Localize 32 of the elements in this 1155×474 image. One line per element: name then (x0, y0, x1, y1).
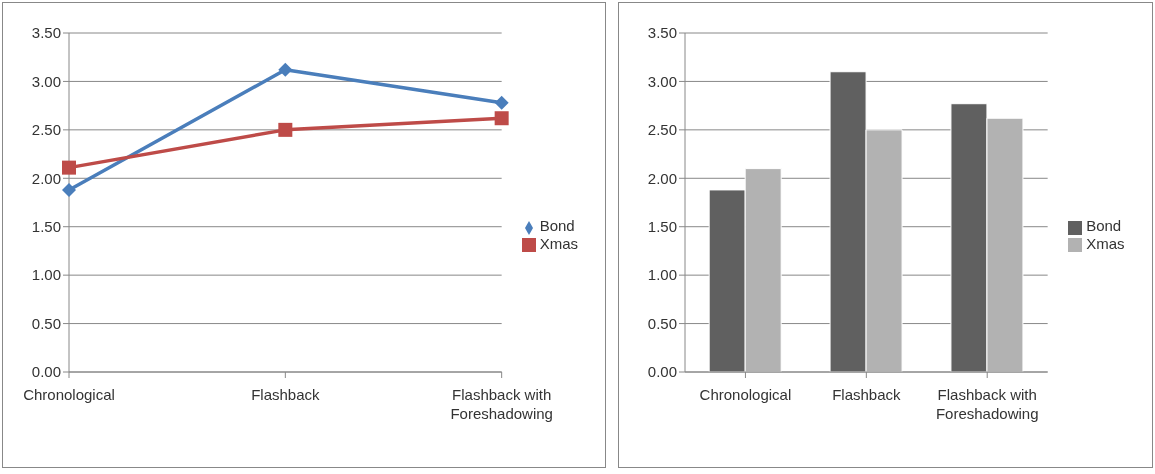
x-tick-label: Flashback (832, 386, 902, 403)
x-tick-label: Flashback with Foreshadowing (936, 386, 1039, 422)
y-tick-label: 2.50 (648, 121, 678, 139)
y-tick-label: 2.00 (31, 169, 61, 187)
y-tick-label: 2.50 (31, 121, 61, 139)
y-tick-label: 1.50 (31, 218, 61, 236)
y-tick-label: 1.50 (648, 218, 678, 236)
legend-label: Xmas (539, 234, 578, 252)
y-tick-label: 1.00 (31, 266, 61, 284)
y-tick-label: 0.50 (31, 314, 61, 332)
y-tick-label: 3.00 (31, 72, 61, 90)
point (62, 182, 76, 197)
point (62, 160, 76, 175)
y-tick-label: 0.50 (648, 314, 678, 332)
y-tick-label: 3.00 (648, 72, 678, 90)
point (278, 122, 293, 137)
point (494, 111, 509, 126)
x-tick-label: Flashback with Foreshadowing (450, 386, 553, 422)
y-tick-label: 3.50 (648, 24, 678, 42)
x-tick-label: Chronological (23, 386, 115, 403)
point (494, 95, 509, 110)
x-tick-label: Chronological (700, 386, 792, 403)
y-tick-label: 1.00 (648, 266, 678, 284)
y-tick-label: 2.00 (648, 169, 678, 187)
point (278, 62, 293, 77)
y-tick-label: 0.00 (648, 363, 678, 381)
legend-label: Bond (1086, 217, 1122, 235)
y-tick-label: 3.50 (31, 24, 61, 42)
legend-label: Xmas (1086, 234, 1125, 252)
y-tick-label: 0.00 (31, 363, 61, 381)
x-tick-label: Flashback (251, 386, 320, 403)
legend-label: Bond (539, 217, 575, 235)
